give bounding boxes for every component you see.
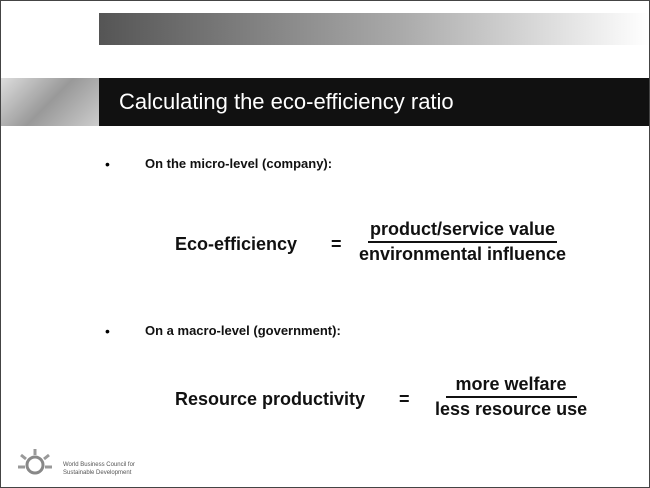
- bullet: •: [105, 323, 110, 339]
- formula-lhs: Resource productivity: [175, 389, 366, 409]
- bullet: •: [105, 156, 110, 172]
- fraction: more welfare less resource use: [435, 374, 587, 420]
- denominator: environmental influence: [359, 244, 567, 264]
- numerator: product/service value: [367, 219, 558, 243]
- title-image: [1, 78, 99, 126]
- formula-eq: =: [331, 234, 342, 254]
- footer-text: World Business Council for Sustainable D…: [63, 461, 135, 477]
- bullet-text: On the micro-level (company):: [145, 156, 333, 171]
- logo: [18, 449, 52, 475]
- fraction: product/service value environmental infl…: [359, 219, 566, 265]
- numerator: more welfare: [445, 374, 577, 398]
- formula-eq: =: [399, 389, 410, 409]
- title: Calculating the eco-efficiency ratio: [119, 89, 454, 114]
- bullet-text: On a macro-level (government):: [145, 323, 341, 338]
- title-bar: [99, 78, 649, 126]
- denominator: less resource use: [435, 399, 588, 419]
- footer-line: World Business Council for: [63, 462, 135, 468]
- footer-line: Sustainable Development: [63, 470, 132, 476]
- top-gradient: [99, 13, 649, 45]
- formula-lhs: Eco-efficiency: [175, 234, 298, 254]
